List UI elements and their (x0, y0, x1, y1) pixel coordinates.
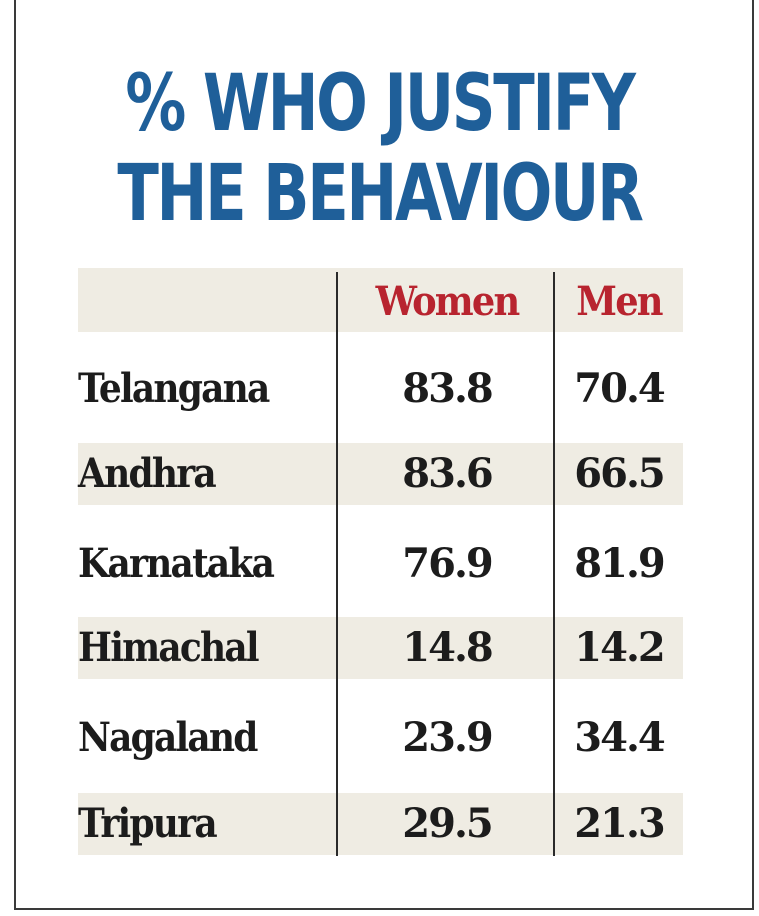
row-state-label: Andhra (78, 450, 217, 497)
row-state-label: Himachal (78, 624, 260, 671)
men-value: 70.4 (574, 365, 665, 412)
column-header-men: Men (576, 278, 663, 325)
women-value: 76.9 (402, 540, 493, 587)
graphic-frame (14, 0, 754, 910)
column-divider-1 (336, 272, 338, 856)
row-state-label: Tripura (78, 800, 218, 847)
men-value: 21.3 (574, 800, 665, 847)
men-value: 81.9 (574, 540, 665, 587)
men-value: 14.2 (574, 624, 665, 671)
row-state-label: Karnataka (78, 540, 275, 587)
row-band-andhra (78, 443, 683, 505)
row-band-himachal (78, 617, 683, 679)
men-value: 34.4 (574, 714, 665, 761)
women-value: 14.8 (402, 624, 493, 671)
column-header-women: Women (375, 278, 521, 325)
women-value: 83.8 (402, 365, 493, 412)
women-value: 29.5 (402, 800, 493, 847)
table-header-band (78, 268, 683, 332)
row-state-label: Nagaland (78, 714, 258, 761)
chart-title-line-1: % WHO JUSTIFY (125, 59, 636, 149)
row-band-tripura (78, 793, 683, 855)
column-divider-2 (553, 272, 555, 856)
row-state-label: Telangana (78, 365, 270, 412)
men-value: 66.5 (574, 450, 665, 497)
women-value: 23.9 (402, 714, 493, 761)
women-value: 83.6 (402, 450, 493, 497)
chart-title-line-2: THE BEHAVIOUR (117, 149, 644, 239)
